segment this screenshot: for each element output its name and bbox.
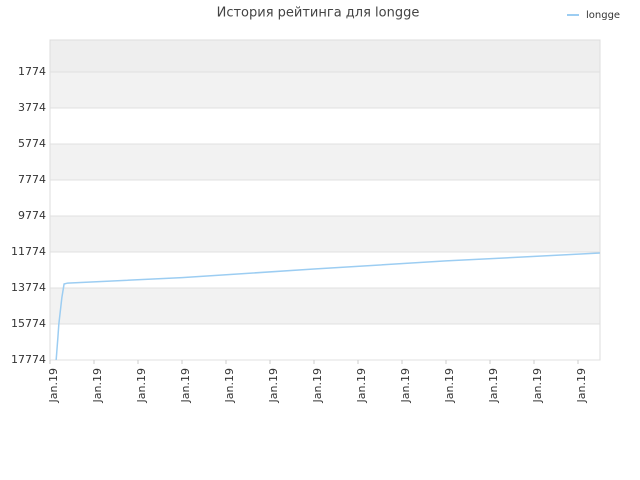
x-tick-label: Jan.19 <box>355 368 368 403</box>
y-tick-label: 3774 <box>18 101 46 114</box>
x-tick-label: Jan.19 <box>179 368 192 403</box>
y-tick-label: 5774 <box>18 137 46 150</box>
y-tick-label: 7774 <box>18 173 46 186</box>
plot-band <box>50 72 600 109</box>
x-tick-label: Jan.19 <box>399 368 412 403</box>
x-tick-label: Jan.19 <box>443 368 456 403</box>
y-tick-label: 13774 <box>11 281 46 294</box>
x-tick-label: Jan.19 <box>575 368 588 403</box>
plot-band <box>50 180 600 217</box>
y-tick-label: 17774 <box>11 353 46 366</box>
y-tick-label: 1774 <box>18 65 46 78</box>
plot-band <box>50 324 600 360</box>
x-tick-label: Jan.19 <box>531 368 544 403</box>
line-series <box>55 252 601 361</box>
plot-band <box>50 108 600 145</box>
x-tick-label: Jan.19 <box>487 368 500 403</box>
x-tick-label: Jan.19 <box>267 368 280 403</box>
x-tick-label: Jan.19 <box>135 368 148 403</box>
plot-band <box>50 40 600 73</box>
legend-label: longge <box>586 10 620 21</box>
plot-band <box>50 144 600 181</box>
x-tick-label: Jan.19 <box>311 368 324 403</box>
y-tick-label: 9774 <box>18 209 46 222</box>
x-tick-label: Jan.19 <box>223 368 236 403</box>
chart-title: История рейтинга для longge <box>217 6 420 21</box>
plot-band <box>50 216 600 253</box>
y-tick-label: 15774 <box>11 317 46 330</box>
x-tick-label: Jan.19 <box>91 368 104 403</box>
x-tick-label: Jan.19 <box>47 368 60 403</box>
y-tick-label: 11774 <box>11 245 46 258</box>
plot-band <box>50 288 600 325</box>
